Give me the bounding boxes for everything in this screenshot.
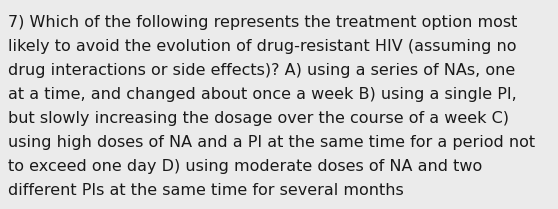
Text: using high doses of NA and a PI at the same time for a period not: using high doses of NA and a PI at the s…	[8, 135, 535, 150]
Text: likely to avoid the evolution of drug-resistant HIV (assuming no: likely to avoid the evolution of drug-re…	[8, 39, 517, 54]
Text: at a time, and changed about once a week B) using a single PI,: at a time, and changed about once a week…	[8, 87, 517, 102]
Text: drug interactions or side effects)? A) using a series of NAs, one: drug interactions or side effects)? A) u…	[8, 63, 515, 78]
Text: to exceed one day D) using moderate doses of NA and two: to exceed one day D) using moderate dose…	[8, 159, 482, 174]
Text: different PIs at the same time for several months: different PIs at the same time for sever…	[8, 183, 404, 198]
Text: 7) Which of the following represents the treatment option most: 7) Which of the following represents the…	[8, 15, 517, 30]
Text: but slowly increasing the dosage over the course of a week C): but slowly increasing the dosage over th…	[8, 111, 509, 126]
